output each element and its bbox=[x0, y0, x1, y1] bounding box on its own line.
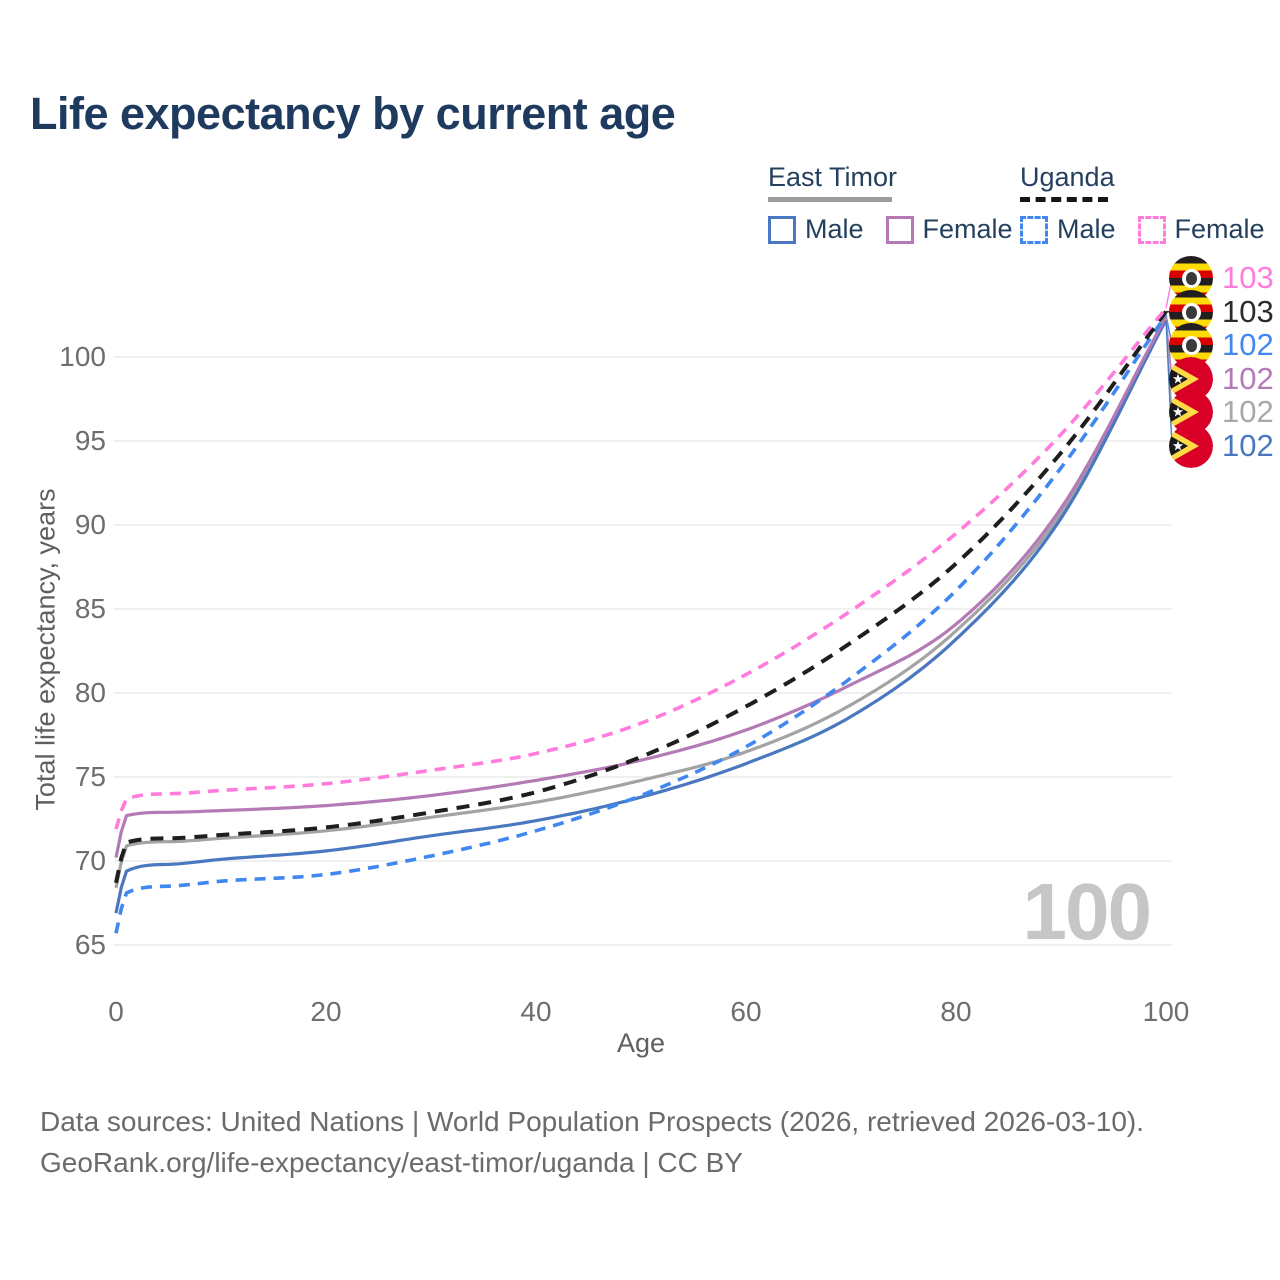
legend-item-label: Female bbox=[922, 214, 1013, 244]
x-tick-label: 40 bbox=[520, 996, 552, 1027]
solid-swatch-icon bbox=[885, 215, 914, 244]
series-line-east-timor-female[interactable] bbox=[114, 315, 1168, 858]
series-line-uganda-male[interactable] bbox=[114, 313, 1168, 934]
dashed-swatch-icon bbox=[1020, 215, 1048, 244]
dashed-line-sample bbox=[1020, 197, 1108, 202]
legend-item-label: Male bbox=[805, 214, 864, 244]
legend-country-uganda[interactable]: Uganda bbox=[1020, 162, 1115, 192]
age-watermark: 100 bbox=[1022, 867, 1152, 956]
endpoint-label-east-timor-male: 102 bbox=[1169, 424, 1274, 468]
page-title: Life expectancy by current age bbox=[30, 88, 676, 139]
endpoint-value: 102 bbox=[1222, 394, 1274, 429]
series-line-east-timor-total[interactable] bbox=[114, 317, 1168, 889]
x-tick-label: 20 bbox=[310, 996, 342, 1027]
y-tick-label: 80 bbox=[74, 677, 106, 708]
series-line-uganda-total[interactable] bbox=[114, 310, 1168, 884]
x-axis-title: Age bbox=[616, 1028, 666, 1058]
y-tick-label: 75 bbox=[74, 761, 106, 792]
legend-group-uganda: Uganda Male Female bbox=[1020, 162, 1265, 245]
series-line-uganda-female[interactable] bbox=[114, 307, 1168, 830]
endpoint-label-east-timor-total: 102 bbox=[1169, 390, 1274, 434]
crane-emblem-icon bbox=[1181, 302, 1201, 322]
dashed-swatch-icon bbox=[1137, 215, 1166, 244]
crane-emblem-icon bbox=[1181, 268, 1201, 288]
y-tick-label: 100 bbox=[59, 341, 106, 372]
x-tick-label: 100 bbox=[1142, 996, 1190, 1027]
endpoint-value: 102 bbox=[1222, 327, 1274, 362]
attribution-link: GeoRank.org/life-expectancy/east-timor/u… bbox=[40, 1147, 743, 1178]
endpoint-value: 103 bbox=[1222, 294, 1274, 329]
east-timor-flag-icon bbox=[1169, 390, 1213, 434]
x-tick-label: 60 bbox=[730, 996, 762, 1027]
series-line-east-timor-male[interactable] bbox=[114, 319, 1168, 914]
solid-line-sample bbox=[768, 197, 892, 202]
crane-emblem-icon bbox=[1181, 335, 1201, 355]
y-tick-label: 70 bbox=[74, 845, 106, 876]
x-tick-label: 80 bbox=[940, 996, 972, 1027]
y-axis-title: Total life expectancy, years bbox=[30, 488, 61, 811]
y-tick-label: 85 bbox=[74, 593, 106, 624]
y-tick-label: 65 bbox=[74, 929, 106, 960]
x-tick-label: 0 bbox=[108, 996, 124, 1027]
y-tick-label: 95 bbox=[74, 425, 106, 456]
legend-group-east-timor: East Timor Male Female bbox=[768, 162, 1013, 245]
data-sources-note: Data sources: United Nations | World Pop… bbox=[40, 1106, 1145, 1137]
y-tick-label: 90 bbox=[74, 509, 106, 540]
legend-item-uganda-female[interactable]: Female bbox=[1137, 214, 1265, 245]
uganda-flag-icon bbox=[1169, 323, 1213, 367]
legend-item-label: Female bbox=[1174, 214, 1265, 244]
legend-item-east-timor-male[interactable]: Male bbox=[768, 214, 864, 245]
solid-swatch-icon bbox=[768, 215, 796, 244]
endpoint-value: 102 bbox=[1222, 361, 1274, 396]
legend-country-east-timor[interactable]: East Timor bbox=[768, 162, 898, 192]
east-timor-flag-icon bbox=[1169, 424, 1213, 468]
endpoint-value: 103 bbox=[1222, 260, 1274, 295]
legend-item-label: Male bbox=[1057, 214, 1116, 244]
legend-item-uganda-male[interactable]: Male bbox=[1020, 214, 1116, 245]
legend-item-east-timor-female[interactable]: Female bbox=[885, 214, 1013, 245]
endpoint-value: 102 bbox=[1222, 428, 1274, 463]
endpoint-label-uganda-male: 102 bbox=[1169, 323, 1274, 367]
